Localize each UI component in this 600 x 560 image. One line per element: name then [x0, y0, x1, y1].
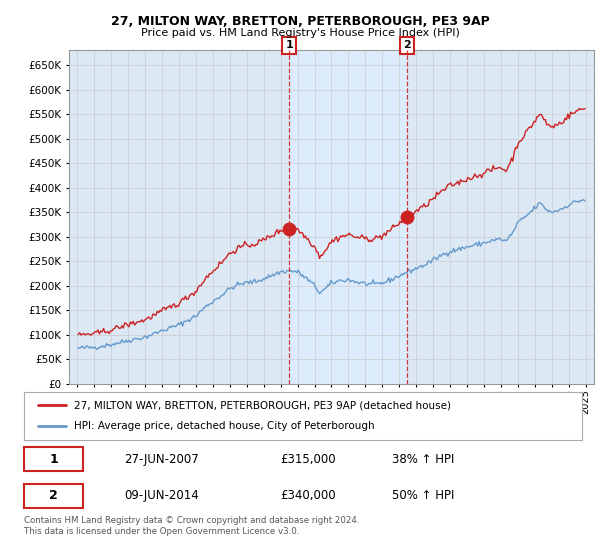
Text: £340,000: £340,000	[281, 489, 337, 502]
Text: 2: 2	[49, 489, 58, 502]
Text: 27-JUN-2007: 27-JUN-2007	[124, 452, 199, 466]
Text: HPI: Average price, detached house, City of Peterborough: HPI: Average price, detached house, City…	[74, 421, 375, 431]
Text: 38% ↑ HPI: 38% ↑ HPI	[392, 452, 455, 466]
Bar	[289, 50, 407, 384]
Text: 09-JUN-2014: 09-JUN-2014	[124, 489, 199, 502]
Text: Price paid vs. HM Land Registry's House Price Index (HPI): Price paid vs. HM Land Registry's House …	[140, 28, 460, 38]
FancyBboxPatch shape	[24, 447, 83, 471]
Text: 2: 2	[403, 40, 411, 50]
Text: 27, MILTON WAY, BRETTON, PETERBOROUGH, PE3 9AP (detached house): 27, MILTON WAY, BRETTON, PETERBOROUGH, P…	[74, 400, 451, 410]
FancyBboxPatch shape	[24, 484, 83, 507]
Text: 1: 1	[49, 452, 58, 466]
Text: £315,000: £315,000	[281, 452, 337, 466]
Text: Contains HM Land Registry data © Crown copyright and database right 2024.
This d: Contains HM Land Registry data © Crown c…	[24, 516, 359, 536]
Text: 50% ↑ HPI: 50% ↑ HPI	[392, 489, 455, 502]
Text: 27, MILTON WAY, BRETTON, PETERBOROUGH, PE3 9AP: 27, MILTON WAY, BRETTON, PETERBOROUGH, P…	[110, 15, 490, 27]
Text: 1: 1	[285, 40, 293, 50]
